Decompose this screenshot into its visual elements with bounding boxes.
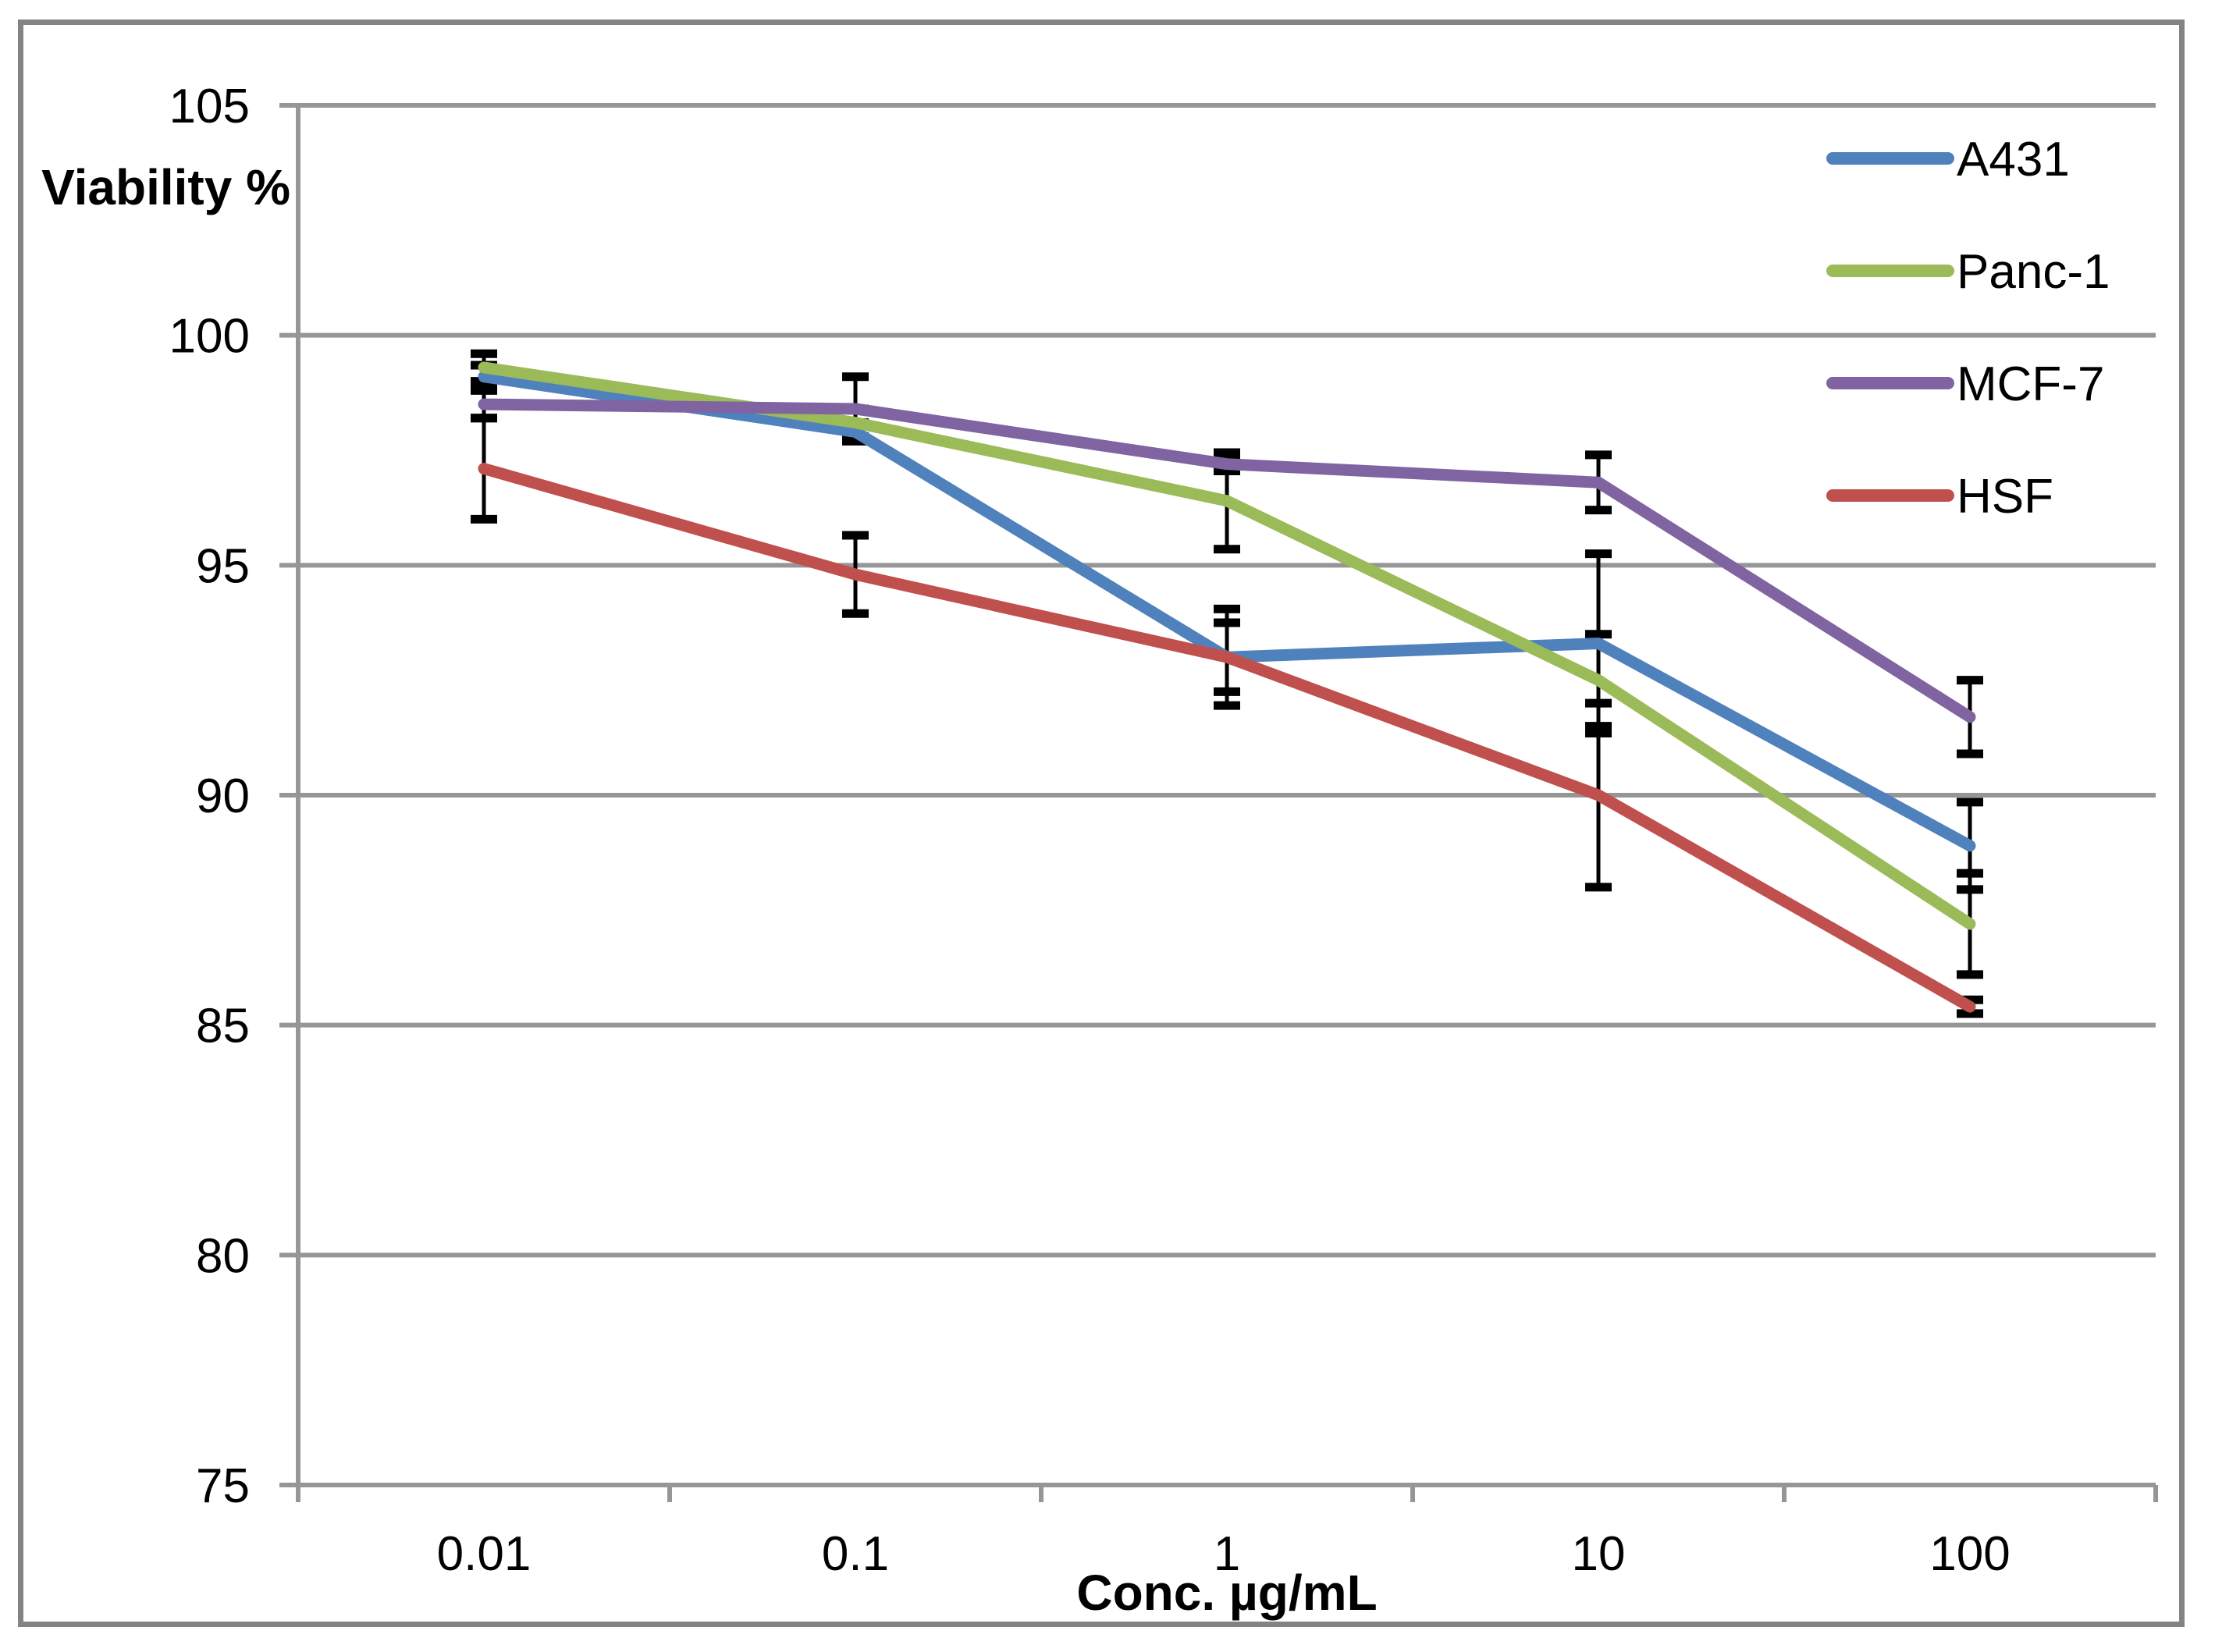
series-lines — [478, 361, 1976, 1013]
y-tick-label-80: 80 — [196, 1229, 250, 1283]
legend-item-A431: A431 — [1826, 133, 2070, 187]
series-line-HSF — [478, 463, 1976, 1013]
gridlines — [298, 103, 2156, 1487]
x-tick-label-1: 1 — [1214, 1527, 1240, 1581]
x-tick-labels: 0.01 0.1 1 10 100 — [437, 1527, 2011, 1581]
legend-label-Panc-1: Panc-1 — [1957, 245, 2110, 299]
legend-item-Panc-1: Panc-1 — [1826, 245, 2110, 299]
legend-label-HSF: HSF — [1957, 470, 2053, 524]
y-tick-label-95: 95 — [196, 539, 250, 593]
error-bars — [471, 349, 1983, 1018]
y-tick-label-105: 105 — [169, 80, 250, 133]
x-tick-label-0.01: 0.01 — [437, 1527, 532, 1581]
y-tick-label-75: 75 — [196, 1459, 250, 1513]
y-tick-label-85: 85 — [196, 1000, 250, 1053]
series-line-MCF-7 — [478, 398, 1976, 723]
axes — [279, 103, 2158, 1502]
y-tick-label-100: 100 — [169, 310, 250, 364]
x-tick-label-100: 100 — [1929, 1527, 2010, 1581]
legend-item-MCF-7: MCF-7 — [1826, 357, 2104, 411]
legend: A431 Panc-1 MCF-7 HSF — [1826, 133, 2110, 524]
legend-label-MCF-7: MCF-7 — [1957, 357, 2104, 411]
x-tick-label-0.1: 0.1 — [822, 1527, 889, 1581]
legend-item-HSF: HSF — [1826, 470, 2053, 524]
legend-label-A431: A431 — [1957, 133, 2070, 187]
y-tick-label-90: 90 — [196, 769, 250, 823]
y-tick-labels: 105 100 95 90 85 80 75 — [169, 80, 250, 1513]
x-tick-label-10: 10 — [1572, 1527, 1626, 1581]
x-axis-title: Conc. µg/mL — [1076, 1565, 1377, 1621]
y-axis-title: Viability % — [41, 159, 290, 215]
